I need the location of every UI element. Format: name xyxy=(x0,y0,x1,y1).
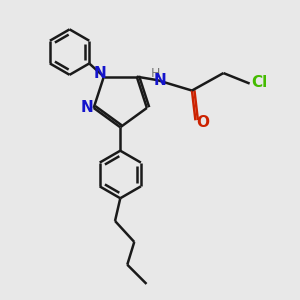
Text: N: N xyxy=(153,73,166,88)
Text: O: O xyxy=(196,115,209,130)
Text: Cl: Cl xyxy=(251,75,268,90)
Text: H: H xyxy=(151,67,160,80)
Text: N: N xyxy=(81,100,94,116)
Text: N: N xyxy=(93,66,106,81)
